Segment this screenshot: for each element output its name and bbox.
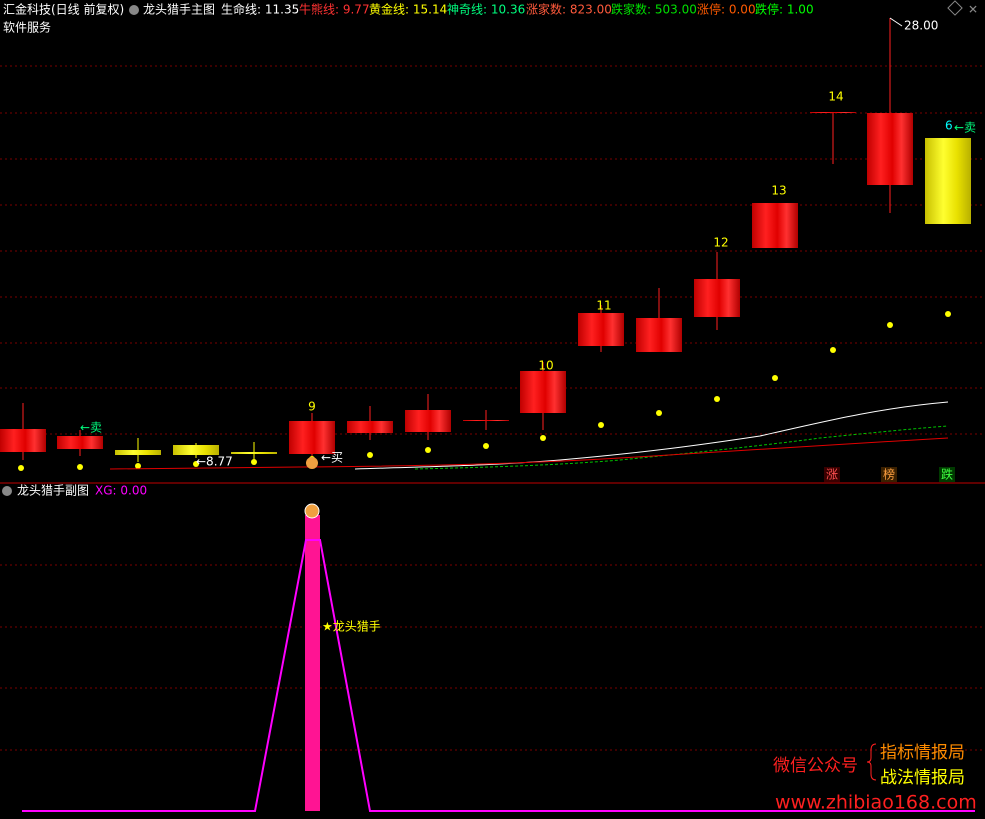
- tag: 跌: [941, 467, 953, 482]
- candle-body: [405, 410, 451, 432]
- tag-box: [881, 467, 897, 482]
- signal-dot: [135, 463, 141, 469]
- signal-bar: [305, 515, 320, 811]
- signal-dot: [656, 410, 662, 416]
- window-close[interactable]: ✕: [968, 3, 978, 17]
- count-label: 13: [771, 184, 786, 198]
- low-price: ←8.77: [196, 455, 233, 469]
- candle-body: [231, 452, 277, 454]
- signal-dot: [251, 459, 257, 465]
- count-label: 10: [538, 359, 553, 373]
- header-item: 神奇线: 10.36: [447, 3, 525, 17]
- candle-body: [173, 445, 219, 455]
- sector: 软件服务: [3, 20, 51, 35]
- menu-icon[interactable]: [2, 486, 12, 496]
- candle-body: [578, 313, 624, 346]
- gold-line: [414, 425, 949, 470]
- header-item: 黄金线: 15.14: [369, 2, 447, 17]
- header-item: 涨家数: 823.00: [526, 2, 612, 17]
- signal-dot: [425, 447, 431, 453]
- header-item: 涨停: 0.00: [697, 2, 756, 17]
- count-label: 14: [828, 90, 843, 104]
- count-label: 11: [596, 299, 611, 313]
- count-label: 12: [713, 236, 728, 250]
- candle-body: [810, 112, 856, 113]
- header-item: 跌停: 1.00: [755, 2, 814, 17]
- candle-body: [0, 429, 46, 452]
- stock-title: 汇金科技(日线 前复权): [3, 2, 124, 17]
- signal-label: ★龙头猎手: [322, 620, 381, 634]
- signal-dot: [830, 347, 836, 353]
- signal-dot: [598, 422, 604, 428]
- candle-body: [289, 421, 335, 454]
- high-price: 28.00: [904, 19, 938, 33]
- signal-dot: [540, 435, 546, 441]
- candle-body: [752, 203, 798, 248]
- candle-body: [636, 318, 682, 352]
- brace: [866, 743, 877, 781]
- candle-body: [57, 436, 103, 449]
- candle-body: [520, 371, 566, 413]
- sell-count: 6: [945, 119, 953, 133]
- candle-body: [463, 420, 509, 421]
- signal-dot: [887, 322, 893, 328]
- signal-dot: [18, 465, 24, 471]
- brand-line: 指标情报局: [880, 743, 965, 763]
- candle-body: [925, 138, 971, 224]
- sell-signal: ←卖: [80, 421, 102, 435]
- signal-dot: [714, 396, 720, 402]
- candle-body: [694, 279, 740, 317]
- signal-dot: [77, 464, 83, 470]
- signal-dot: [367, 452, 373, 458]
- sub-title: 龙头猎手副图: [17, 484, 89, 498]
- candle-body: [867, 113, 913, 185]
- coin-icon: [306, 457, 318, 469]
- tag-box: [939, 467, 955, 482]
- bull-bear-line: [109, 437, 949, 470]
- tag: 涨: [826, 467, 838, 482]
- high-pointer: [889, 17, 903, 27]
- signal-dot: [772, 375, 778, 381]
- tag: 榜: [883, 467, 895, 482]
- xg-line: [22, 539, 975, 812]
- candles: [0, 18, 971, 471]
- header-item: 生命线: 11.35: [221, 2, 299, 17]
- candle-body: [115, 450, 161, 455]
- signal-dot: [945, 311, 951, 317]
- wechat-label: 微信公众号: [773, 756, 858, 776]
- life-line: [354, 401, 949, 470]
- url: www.zhibiao168.com: [775, 792, 977, 814]
- sell-signal: ←卖: [954, 121, 976, 135]
- menu-icon[interactable]: [129, 5, 139, 15]
- candle-body: [347, 421, 393, 433]
- signal-dot: [483, 443, 489, 449]
- window-icon[interactable]: [947, 0, 963, 16]
- xg-value: XG: 0.00: [95, 484, 147, 498]
- brand-line: 战法情报局: [880, 768, 965, 788]
- signal-dot: [193, 461, 199, 467]
- count-label: 9: [308, 400, 316, 414]
- coin-icon: [304, 503, 320, 519]
- header-item: 跌家数: 503.00: [611, 2, 697, 17]
- buy-signal: ←买: [321, 451, 343, 465]
- header-item: 牛熊线: 9.77: [299, 2, 370, 17]
- tag-box: [824, 467, 840, 482]
- indicator-name: 龙头猎手主图: [143, 3, 215, 17]
